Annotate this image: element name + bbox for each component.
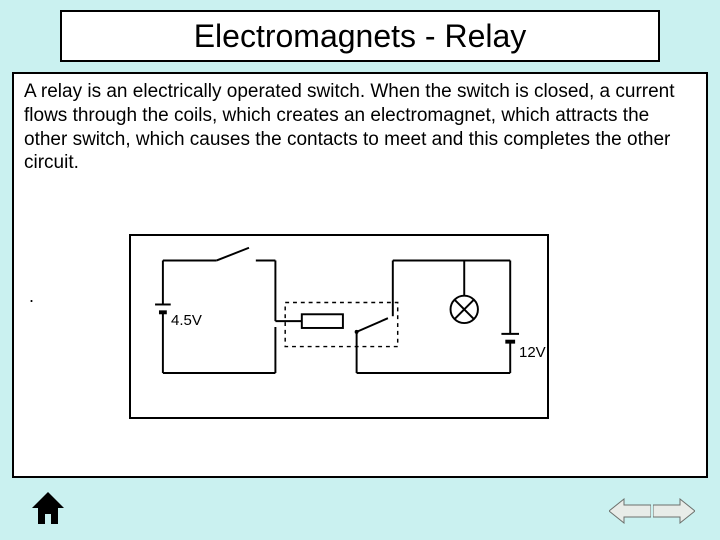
home-icon (28, 488, 68, 528)
nav-arrows (609, 498, 695, 524)
voltage-right-label: 12V (519, 344, 546, 361)
prev-button[interactable] (609, 498, 651, 524)
switch-arm (217, 248, 249, 261)
page-title: Electromagnets - Relay (194, 18, 527, 55)
stray-dot: . (29, 286, 34, 307)
voltage-left-label: 4.5V (171, 312, 202, 329)
arrow-right-icon (653, 498, 695, 524)
title-box: Electromagnets - Relay (60, 10, 660, 62)
content-box: A relay is an electrically operated swit… (12, 72, 708, 478)
home-button[interactable] (28, 488, 68, 528)
coil (302, 314, 343, 328)
body-text: A relay is an electrically operated swit… (24, 80, 696, 175)
next-button[interactable] (653, 498, 695, 524)
relay-switch-arm (357, 318, 388, 332)
arrow-left-icon (609, 498, 651, 524)
circuit-diagram: 4.5V 12V (129, 234, 549, 419)
